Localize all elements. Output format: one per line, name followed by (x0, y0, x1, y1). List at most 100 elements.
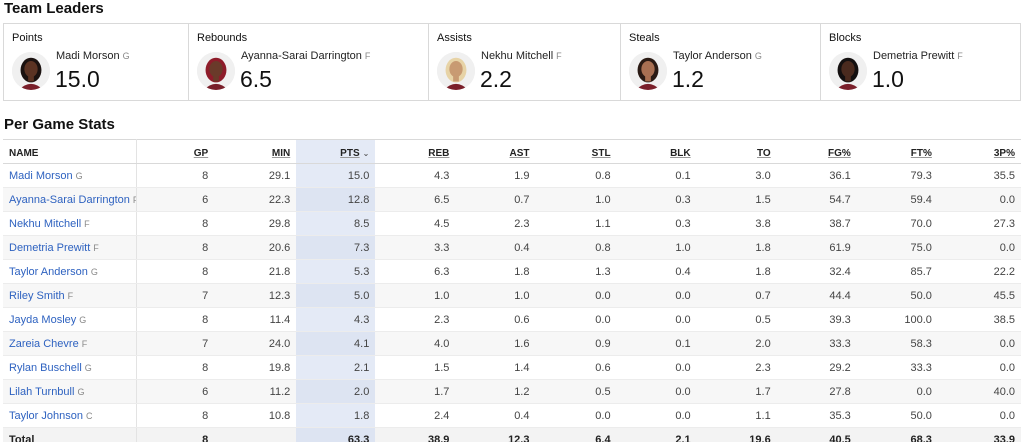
player-link[interactable]: Lilah Turnbull (9, 385, 75, 398)
player-link[interactable]: Rylan Buschell (9, 361, 82, 374)
column-header-name[interactable]: NAME (3, 139, 137, 164)
player-position: C (86, 410, 93, 421)
column-header-3p-pct[interactable]: 3P% (937, 139, 1021, 164)
player-link[interactable]: Jayda Mosley (9, 313, 77, 326)
player-position: F (957, 51, 963, 61)
column-header-ft-pct[interactable]: FT% (856, 139, 938, 164)
stat-cell-stl: 0.8 (535, 235, 617, 260)
table-row: Ayanna-Sarai DarringtonF622.312.86.50.71… (3, 187, 1021, 212)
stat-cell-fg-pct: 38.7 (776, 211, 857, 236)
leader-player-name[interactable]: Madi Morson G (56, 50, 130, 62)
stat-cell-3p-pct: 38.5 (937, 307, 1021, 332)
leader-stat-value: 2.2 (480, 66, 512, 92)
column-header-to[interactable]: TO (696, 139, 777, 164)
stat-cell-stl: 1.0 (535, 187, 617, 212)
leader-card-rebounds[interactable]: Rebounds Ayanna-Sarai Darrington F 6.5 (189, 24, 429, 100)
player-position: F (556, 51, 562, 61)
column-header-min[interactable]: MIN (214, 139, 297, 164)
stat-cell-ft-pct: 58.3 (856, 331, 938, 356)
stat-cell-gp: 8 (136, 355, 215, 380)
player-link[interactable]: Ayanna-Sarai Darrington (9, 193, 130, 206)
stat-cell-stl: 0.0 (535, 403, 617, 428)
stat-cell-blk: 0.3 (616, 187, 697, 212)
player-link[interactable]: Zareia Chevre (9, 337, 79, 350)
stat-cell-3p-pct: 35.5 (937, 163, 1021, 188)
table-row: Zareia Chevre F 7 24.0 4.1 4.0 1.6 0.9 0.1 2.0 33.… (3, 331, 1021, 356)
player-avatar[interactable] (629, 52, 667, 90)
stat-cell-pts: 4.3 (296, 307, 376, 332)
player-link[interactable]: Taylor Johnson (9, 409, 83, 422)
player-name-text[interactable]: Madi Morson (56, 50, 120, 62)
total-cell-gp: 8 (136, 427, 215, 442)
stat-cell-to: 0.5 (696, 307, 777, 332)
stat-cell-blk: 0.1 (616, 331, 697, 356)
player-avatar[interactable] (437, 52, 475, 90)
player-avatar[interactable] (829, 52, 867, 90)
total-cell-pts: 63.3 (296, 427, 376, 442)
leader-card-points[interactable]: Points Madi Morson G 15.0 (4, 24, 189, 100)
column-header-pts[interactable]: PTS ⌄ (296, 139, 376, 164)
player-link[interactable]: Taylor Anderson (9, 265, 88, 278)
stat-cell-min: 20.6 (214, 235, 297, 260)
player-name-text[interactable]: Nekhu Mitchell (481, 50, 554, 62)
leader-stat-value: 1.2 (672, 66, 704, 92)
per-game-stats-title: Per Game Stats (4, 116, 115, 133)
player-name-text[interactable]: Ayanna-Sarai Darrington (241, 50, 362, 62)
player-link[interactable]: Riley Smith (9, 289, 65, 302)
team-leaders-title: Team Leaders (4, 0, 104, 17)
stat-cell-pts: 15.0 (296, 163, 376, 188)
table-row: Nekhu Mitchell F 8 29.8 8.5 4.5 2.3 1.1 0.3 3.8 38… (3, 211, 1021, 236)
leader-category: Points (12, 32, 43, 44)
player-name-cell: Demetria Prewitt F (3, 235, 137, 260)
player-link[interactable]: Demetria Prewitt (9, 241, 91, 254)
player-name-cell: Taylor Anderson G (3, 259, 137, 284)
player-link[interactable]: Nekhu Mitchell (9, 217, 82, 230)
stat-cell-3p-pct: 0.0 (937, 403, 1021, 428)
player-position: G (77, 386, 85, 397)
player-position: F (364, 51, 371, 61)
stat-cell-gp: 6 (136, 379, 215, 404)
stat-cell-pts: 5.0 (296, 283, 376, 308)
chevron-down-icon[interactable]: ⌄ (362, 149, 370, 158)
stat-cell-gp: 8 (136, 211, 215, 236)
player-name-cell: Madi Morson G (3, 163, 137, 188)
stat-cell-gp: 8 (136, 307, 215, 332)
leader-card-assists[interactable]: Assists Nekhu Mitchell F 2.2 (429, 24, 621, 100)
stat-cell-blk: 0.0 (616, 379, 697, 404)
player-position: F (133, 195, 135, 205)
leader-category: Blocks (829, 32, 862, 44)
column-header-blk[interactable]: BLK (616, 139, 697, 164)
player-link[interactable]: Madi Morson (9, 169, 73, 182)
player-name-text[interactable]: Demetria Prewitt (873, 50, 955, 62)
leader-category: Steals (629, 32, 660, 44)
player-avatar[interactable] (12, 52, 50, 90)
stat-cell-ft-pct: 75.0 (856, 235, 938, 260)
total-cell-blk: 2.1 (616, 427, 697, 442)
stat-cell-min: 24.0 (214, 331, 297, 356)
player-name-text[interactable]: Taylor Anderson (673, 50, 752, 62)
column-header-fg-pct[interactable]: FG% (776, 139, 857, 164)
column-header-reb[interactable]: REB (375, 139, 456, 164)
player-name-cell: Nekhu Mitchell F (3, 211, 137, 236)
stat-cell-reb: 3.3 (375, 235, 456, 260)
leader-player-name[interactable]: Nekhu Mitchell F (481, 50, 562, 62)
stat-cell-ft-pct: 0.0 (856, 379, 938, 404)
leader-category: Assists (437, 32, 472, 44)
player-name-cell: Riley Smith F (3, 283, 137, 308)
stat-cell-reb: 4.3 (375, 163, 456, 188)
column-header-ast[interactable]: AST (455, 139, 536, 164)
stat-cell-fg-pct: 33.3 (776, 331, 857, 356)
stat-cell-pts: 2.1 (296, 355, 376, 380)
leader-card-blocks[interactable]: Blocks Demetria Prewitt F 1.0 (821, 24, 1022, 100)
player-avatar[interactable] (197, 52, 235, 90)
column-header-label: TO (757, 148, 771, 159)
leader-card-steals[interactable]: Steals Taylor Anderson G 1.2 (621, 24, 821, 100)
stat-cell-ast: 2.3 (455, 211, 536, 236)
total-cell-3p-pct: 33.9 (937, 427, 1021, 442)
leader-player-name[interactable]: Taylor Anderson G (673, 50, 762, 62)
column-header-stl[interactable]: STL (535, 139, 617, 164)
leader-player-name[interactable]: Ayanna-Sarai Darrington F (241, 50, 370, 62)
column-header-gp[interactable]: GP (136, 139, 215, 164)
stat-cell-to: 2.0 (696, 331, 777, 356)
leader-player-name[interactable]: Demetria Prewitt F (873, 50, 963, 62)
